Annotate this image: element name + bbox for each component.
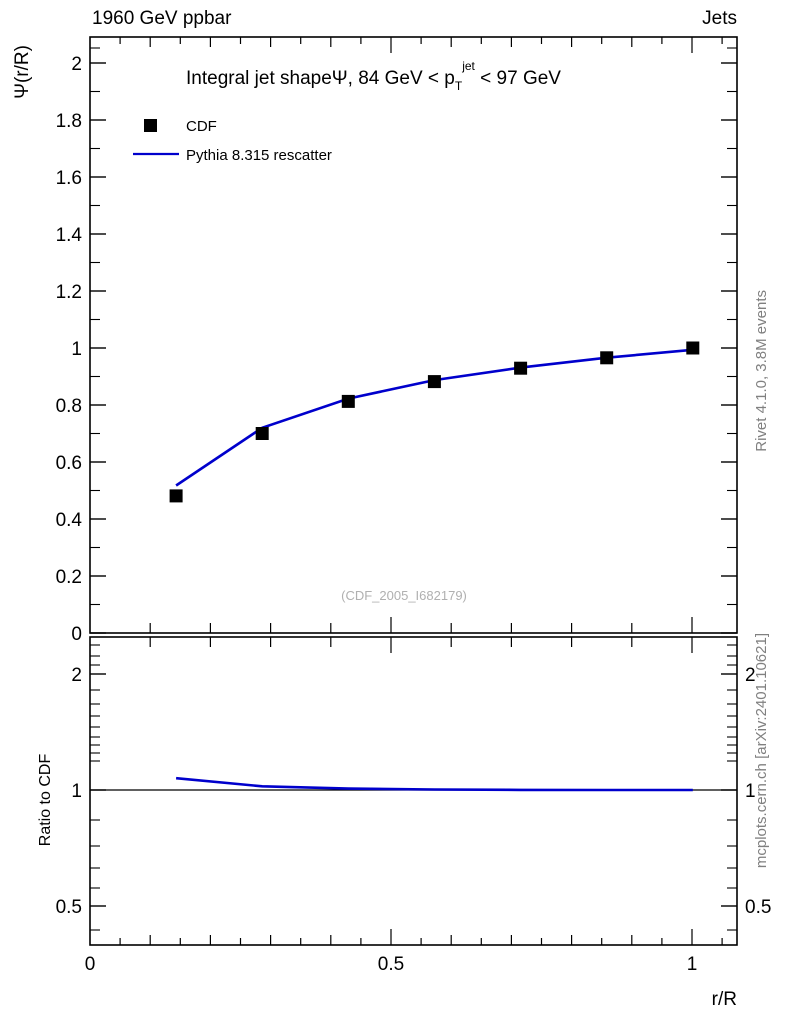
legend-label-cdf: CDF (186, 118, 217, 135)
main-ytick-0p6: 0.6 (56, 453, 82, 474)
title-psi: Ψ (332, 68, 348, 89)
ratio-ytick-2-right: 2 (745, 665, 756, 686)
main-ytick-1p8: 1.8 (56, 111, 82, 132)
ratio-y-axis-minor-right (727, 644, 737, 931)
main-x-axis-top (119, 37, 723, 53)
xtick-0p5: 0.5 (378, 954, 404, 975)
main-y-axis-minor-left (90, 47, 100, 606)
legend-marker-cdf (144, 119, 157, 132)
main-y-axis-left (90, 62, 106, 634)
main-y-axis-right (721, 62, 737, 634)
svg-text:Integral jet shapeΨ, 84 GeV <: Integral jet shapeΨ, 84 GeV < pTjet < 97… (186, 59, 561, 93)
main-panel: 0 0.2 0.4 0.6 0.8 1 1.2 1.4 1.6 1.8 2 (12, 36, 738, 645)
title-rest: , 84 GeV < p (348, 68, 455, 89)
header-right-label: Jets (702, 8, 737, 29)
xtick-1: 1 (687, 954, 698, 975)
main-ytick-0p4: 0.4 (56, 510, 83, 531)
main-ytick-1p6: 1.6 (56, 168, 82, 189)
main-panel-frame (89, 36, 738, 634)
main-ytick-0: 0 (71, 624, 82, 645)
title-sub: T (455, 79, 463, 93)
ratio-x-axis-top (149, 637, 693, 653)
legend-label-pythia: Pythia 8.315 rescatter (186, 147, 332, 164)
title-sup: jet (461, 59, 475, 73)
ratio-ytick-0p5-left: 0.5 (56, 897, 82, 918)
main-ytick-1: 1 (71, 339, 82, 360)
title-tail: < 97 GeV (475, 68, 561, 89)
sidebar-rivet-info: Rivet 4.1.0, 3.8M events (753, 290, 770, 452)
xtick-0: 0 (85, 954, 96, 975)
legend: CDF Pythia 8.315 rescatter (133, 118, 332, 164)
ratio-ytick-2-left: 2 (71, 665, 82, 686)
ratio-ytick-0p5-right: 0.5 (745, 897, 771, 918)
main-ytick-0p2: 0.2 (56, 567, 82, 588)
main-ytick-2: 2 (71, 54, 82, 75)
ratio-panel-frame (89, 636, 738, 946)
main-ytick-1p4: 1.4 (56, 225, 83, 246)
ratio-ytick-1-right: 1 (745, 781, 756, 802)
data-points-cdf (169, 341, 700, 503)
title-main: Integral jet shape (186, 68, 332, 89)
main-y-axis-minor-right (727, 47, 737, 606)
ratio-y-axis-minor-left (90, 644, 100, 931)
mc-curve-pythia (175, 348, 693, 487)
analysis-watermark: (CDF_2005_I682179) (341, 588, 467, 603)
ratio-x-axis-bottom (119, 929, 723, 945)
sidebar-mcplots-info: mcplots.cern.ch [arXiv:2401.10621] (753, 633, 770, 868)
main-y-axis-label: Ψ(r/R) (12, 45, 33, 99)
ratio-ytick-1-left: 1 (71, 781, 82, 802)
x-axis-label: r/R (712, 989, 737, 1010)
main-ytick-0p8: 0.8 (56, 396, 82, 417)
ratio-curve-pythia (175, 776, 693, 792)
ratio-panel: 2 1 0.5 2 1 0.5 Ratio to CDF (37, 636, 771, 946)
header-left-label: 1960 GeV ppbar (92, 8, 232, 29)
main-x-axis-bottom (149, 617, 693, 633)
plot-title: Integral jet shapeΨ, 84 GeV < pTjet < 97… (186, 59, 561, 93)
ratio-y-axis-label: Ratio to CDF (37, 754, 54, 847)
main-ytick-1p2: 1.2 (56, 282, 82, 303)
